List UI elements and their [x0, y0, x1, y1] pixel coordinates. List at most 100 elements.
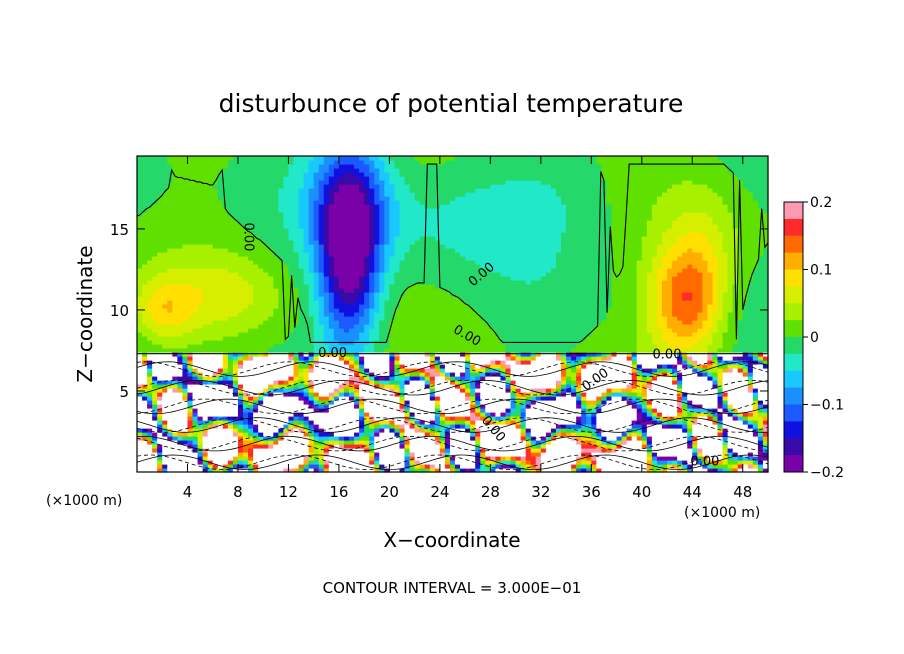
heatmap-cell [359, 432, 365, 437]
heatmap-cell [288, 300, 295, 305]
heatmap-cell [222, 220, 229, 225]
heatmap-cell [404, 156, 411, 161]
heatmap-cell [308, 304, 315, 309]
heatmap-cell [147, 176, 153, 181]
heatmap-cell [217, 336, 224, 341]
heatmap-cell [313, 332, 320, 337]
heatmap-cell [354, 364, 360, 369]
heatmap-cell [419, 232, 426, 237]
heatmap-cell [258, 228, 264, 233]
heatmap-cell [444, 424, 451, 429]
heatmap-cell [177, 188, 184, 193]
heatmap-cell [248, 228, 254, 233]
heatmap-cell [434, 172, 441, 177]
heatmap-cell [177, 252, 184, 257]
heatmap-cell [187, 344, 194, 349]
heatmap-cell [232, 376, 239, 381]
heatmap-cell [207, 392, 214, 397]
heatmap-cell [278, 200, 284, 205]
heatmap-cell [197, 428, 204, 433]
heatmap-cell [379, 300, 385, 305]
heatmap-cell [374, 368, 380, 373]
heatmap-cell [293, 296, 300, 301]
heatmap-cell [364, 444, 370, 449]
heatmap-cell [414, 180, 421, 185]
heatmap-cell [157, 248, 163, 253]
heatmap-cell [253, 172, 259, 177]
heatmap-cell [364, 344, 370, 349]
heatmap-cell [394, 256, 401, 261]
heatmap-cell [167, 388, 173, 393]
heatmap-cell [197, 240, 204, 245]
heatmap-cell [298, 208, 305, 213]
heatmap-cell [167, 464, 173, 469]
heatmap-cell [369, 240, 375, 245]
heatmap-cell [369, 336, 375, 341]
heatmap-cell [147, 468, 153, 473]
heatmap-cell [303, 252, 310, 257]
heatmap-cell [157, 424, 163, 429]
heatmap-cell [172, 456, 178, 461]
heatmap-cell [217, 448, 224, 453]
heatmap-cell [394, 200, 401, 205]
heatmap-cell [424, 416, 431, 421]
heatmap-cell [424, 264, 431, 269]
heatmap-cell [414, 252, 421, 257]
heatmap-cell [444, 288, 451, 293]
heatmap-cell [439, 268, 446, 273]
heatmap-cell [434, 248, 441, 253]
heatmap-cell [374, 360, 380, 365]
heatmap-cell [278, 388, 284, 393]
heatmap-cell [354, 320, 360, 325]
heatmap-cell [248, 172, 254, 177]
heatmap-cell [263, 260, 269, 265]
heatmap-cell [222, 288, 229, 293]
heatmap-cell [197, 384, 204, 389]
heatmap-cell [444, 200, 451, 205]
heatmap-cell [439, 200, 446, 205]
heatmap-cell [444, 220, 451, 225]
heatmap-cell [142, 440, 148, 445]
heatmap-cell [232, 404, 239, 409]
heatmap-cell [197, 296, 204, 301]
heatmap-cell [429, 332, 436, 337]
heatmap-cell [268, 404, 274, 409]
heatmap-cell [379, 448, 385, 453]
heatmap-cell [187, 268, 194, 273]
heatmap-cell [192, 208, 199, 213]
heatmap-cell [258, 456, 264, 461]
heatmap-cell [288, 404, 295, 409]
heatmap-cell [328, 180, 335, 185]
heatmap-cell [147, 388, 153, 393]
heatmap-cell [328, 392, 335, 397]
heatmap-cell [414, 340, 421, 345]
heatmap-cell [323, 320, 330, 325]
heatmap-cell [384, 224, 390, 229]
heatmap-cell [192, 204, 199, 209]
heatmap-cell [288, 452, 295, 457]
heatmap-cell [268, 292, 274, 297]
heatmap-cell [343, 208, 350, 213]
heatmap-cell [187, 460, 194, 465]
heatmap-cell [333, 308, 340, 313]
heatmap-cell [288, 388, 295, 393]
heatmap-cell [374, 364, 380, 369]
heatmap-cell [333, 284, 340, 289]
heatmap-cell [243, 392, 249, 397]
heatmap-cell [439, 264, 446, 269]
heatmap-cell [328, 196, 335, 201]
heatmap-cell [328, 172, 335, 177]
heatmap-cell [172, 208, 178, 213]
heatmap-cell [142, 344, 148, 349]
heatmap-cell [283, 268, 290, 273]
heatmap-cell [374, 396, 380, 401]
heatmap-cell [157, 172, 163, 177]
heatmap-cell [232, 296, 239, 301]
heatmap-cell [227, 348, 234, 353]
heatmap-cell [137, 424, 143, 429]
heatmap-cell [419, 216, 426, 221]
heatmap-cell [323, 420, 330, 425]
heatmap-cell [369, 292, 375, 297]
heatmap-cell [202, 324, 209, 329]
heatmap-cell [374, 412, 380, 417]
